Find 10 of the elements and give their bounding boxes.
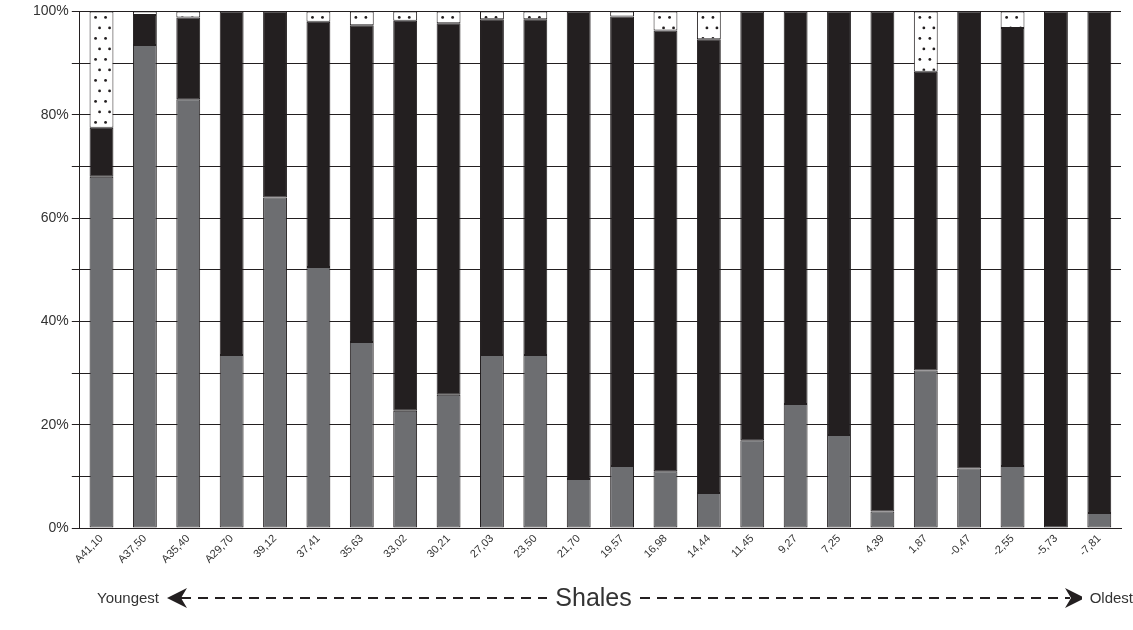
y-tick-label: 0%: [48, 518, 69, 535]
y-tick-label: 40%: [40, 312, 69, 329]
y-tick-label: 60%: [40, 208, 69, 225]
y-tick-label: 80%: [40, 105, 69, 122]
x-tick-label: 4,39: [862, 531, 886, 556]
text: Youngest: [97, 589, 160, 606]
y-tick-label: 20%: [40, 415, 69, 432]
text: Oldest: [1089, 589, 1133, 606]
y-tick-label: 100%: [32, 2, 69, 19]
x-axis-title: Shales: [555, 583, 632, 612]
